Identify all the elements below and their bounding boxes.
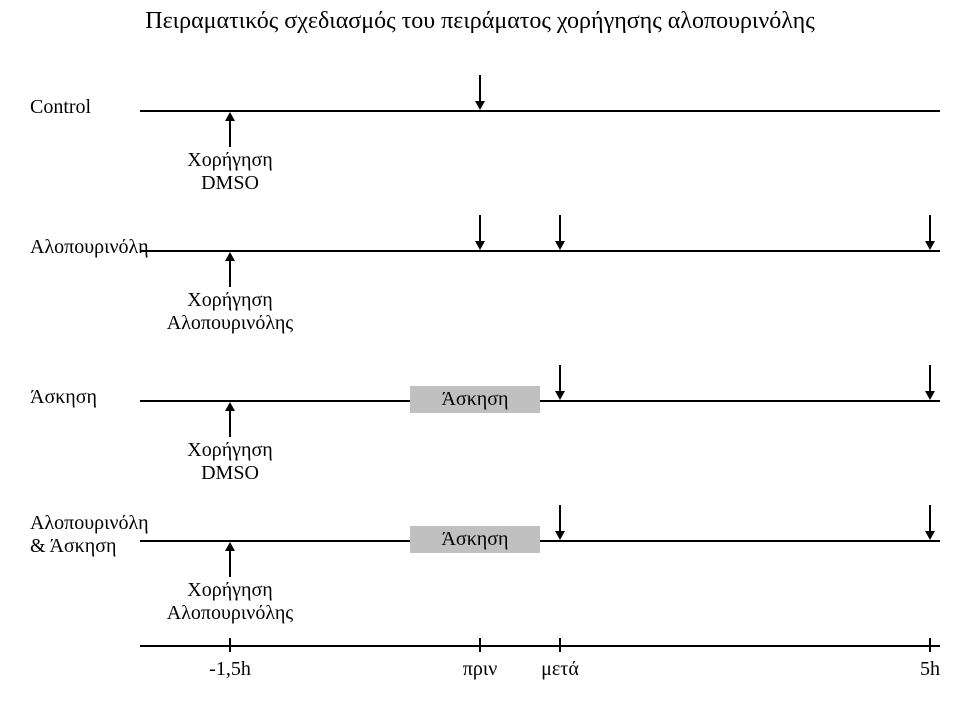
sublabel-allopurinol: ΧορήγησηΑλοπουρινόλης xyxy=(167,289,293,335)
axis-tick xyxy=(479,638,481,652)
timeline-allopurinol xyxy=(140,250,940,252)
axis-tick-label: πριν xyxy=(463,658,498,681)
time-axis xyxy=(140,645,940,647)
diagram-root: Πειραματικός σχεδιασμός του πειράματος χ… xyxy=(0,0,960,710)
sublabel-allo-exercise: ΧορήγησηΑλοπουρινόλης xyxy=(167,579,293,625)
arrow-down-exercise-post xyxy=(555,365,565,400)
row-label-allo-exercise: Αλοπουρινόλη & Άσκηση xyxy=(30,512,149,558)
page-title: Πειραματικός σχεδιασμός του πειράματος χ… xyxy=(0,8,960,35)
arrow-up-allopurinol xyxy=(225,252,235,287)
sublabel-control: ΧορήγησηDMSO xyxy=(187,149,272,195)
timeline-allo-exercise xyxy=(140,540,940,542)
axis-tick-label: -1,5h xyxy=(209,658,251,681)
row-label-exercise: Άσκηση xyxy=(30,386,97,409)
arrow-up-allo-exercise xyxy=(225,542,235,577)
row-label-control: Control xyxy=(30,96,91,119)
arrow-down-allo-exercise-late xyxy=(925,505,935,540)
axis-tick-label: 5h xyxy=(920,658,940,681)
arrow-up-exercise xyxy=(225,402,235,437)
exercise-box-exercise: Άσκηση xyxy=(410,386,540,413)
arrow-down-allo-exercise-post xyxy=(555,505,565,540)
axis-tick xyxy=(929,638,931,652)
exercise-box-allo-exercise: Άσκηση xyxy=(410,526,540,553)
timeline-exercise xyxy=(140,400,940,402)
arrow-down-allopurinol-late xyxy=(925,215,935,250)
arrow-down-allopurinol-post xyxy=(555,215,565,250)
arrow-down-allopurinol-pre xyxy=(475,215,485,250)
arrow-down-exercise-late xyxy=(925,365,935,400)
arrow-down-control-pre xyxy=(475,75,485,110)
row-label-allopurinol: Αλοπουρινόλη xyxy=(30,236,149,259)
axis-tick xyxy=(559,638,561,652)
timeline-control xyxy=(140,110,940,112)
sublabel-exercise: ΧορήγησηDMSO xyxy=(187,439,272,485)
arrow-up-control xyxy=(225,112,235,147)
axis-tick xyxy=(229,638,231,652)
axis-tick-label: μετά xyxy=(541,658,579,681)
